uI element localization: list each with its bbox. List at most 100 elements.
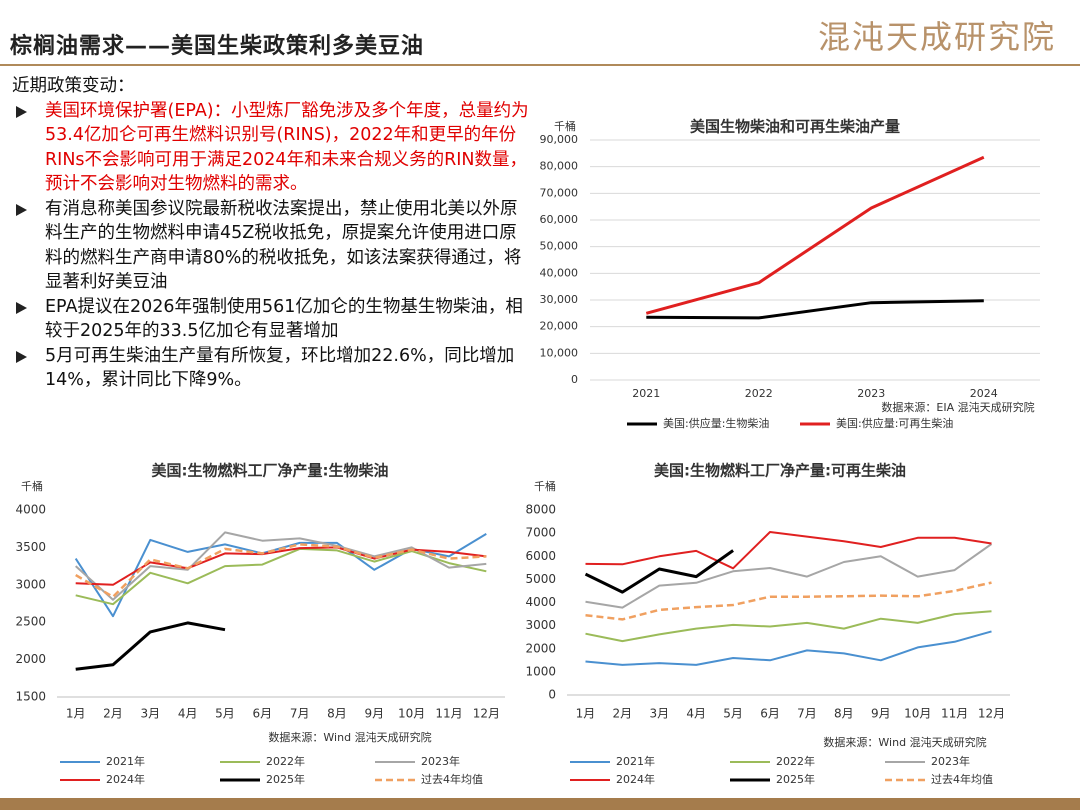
series-line [75, 543, 487, 599]
axis-unit: 千桶 [21, 479, 43, 493]
y-tick-label: 1000 [525, 664, 556, 678]
x-tick-label: 9月 [365, 707, 385, 721]
x-tick-label: 7月 [290, 707, 310, 721]
x-tick-label: 5月 [723, 707, 743, 721]
series-line [75, 547, 487, 606]
x-tick-label: 5月 [215, 707, 235, 721]
x-tick-label: 3月 [141, 707, 161, 721]
legend-label: 2021年 [616, 754, 655, 768]
series-line [585, 543, 993, 609]
y-tick-label: 4000 [525, 595, 556, 609]
x-tick-label: 12月 [473, 707, 500, 721]
x-tick-label: 12月 [978, 707, 1005, 721]
intro: 近期政策变动： [12, 76, 135, 96]
legend-label: 美国:供应量:可再生柴油 [836, 416, 953, 430]
y-tick-label: 40,000 [540, 266, 579, 279]
x-tick-label: 4月 [686, 707, 706, 721]
bullet: EPA提议在2026年强制使用561亿加仑的生物基生物柴油，相较于2025年的3… [12, 295, 532, 344]
bullet: 5月可再生柴油生产量有所恢复，环比增加22.6%，同比增加14%，累计同比下降9… [12, 344, 532, 393]
legend-label: 2022年 [266, 754, 305, 768]
logo: 混沌天成研究院 [817, 18, 1056, 56]
y-tick-label: 2000 [15, 652, 46, 666]
x-tick-label: 1月 [576, 707, 596, 721]
legend-label: 过去4年均值 [931, 772, 993, 786]
x-tick-label: 10月 [904, 707, 931, 721]
x-tick-label: 7月 [797, 707, 817, 721]
chart-title: 美国:生物燃料工厂净产量:可再生柴油 [654, 462, 906, 480]
x-tick-label: 8月 [834, 707, 854, 721]
chart-title: 美国生物柴油和可再生柴油产量 [690, 118, 900, 136]
x-tick-label: 10月 [398, 707, 425, 721]
series-line [585, 610, 992, 643]
y-tick-label: 80,000 [540, 160, 579, 173]
x-tick-label: 1月 [66, 707, 86, 721]
x-tick-label: 2021 [632, 387, 660, 400]
x-tick-label: 2月 [103, 707, 123, 721]
x-tick-label: 9月 [871, 707, 891, 721]
source-note: 数据来源：EIA 混沌天成研究院 [881, 400, 1034, 414]
y-tick-label: 2000 [525, 641, 556, 655]
y-tick-label: 1500 [15, 690, 46, 704]
legend-label: 2025年 [776, 772, 815, 786]
source-note: 数据来源：Wind 混沌天成研究院 [823, 735, 986, 749]
y-tick-label: 4000 [15, 503, 46, 517]
y-tick-label: 10,000 [540, 346, 579, 359]
source-note: 数据来源：Wind 混沌天成研究院 [268, 730, 431, 744]
series-line [75, 621, 226, 671]
legend-label: 2024年 [616, 772, 655, 786]
header-rule [0, 64, 1080, 66]
legend-label: 2025年 [266, 772, 305, 786]
series-line [646, 299, 984, 320]
series-line [74, 533, 487, 618]
x-tick-label: 6月 [253, 707, 273, 721]
chart-title: 美国:生物燃料工厂净产量:生物柴油 [152, 462, 389, 480]
series-line [75, 546, 487, 586]
footer-bar [0, 798, 1080, 810]
y-tick-label: 3500 [15, 540, 46, 554]
y-tick-label: 7000 [525, 526, 556, 540]
y-tick-label: 30,000 [540, 293, 579, 306]
legend-label: 过去4年均值 [421, 772, 483, 786]
series-line [585, 531, 992, 570]
y-tick-label: 8000 [525, 503, 556, 517]
legend-label: 2023年 [931, 754, 970, 768]
y-tick-label: 0 [548, 688, 556, 702]
y-tick-label: 6000 [525, 549, 556, 563]
text-block: 近期政策变动： 美国环境保护署(EPA)：小型炼厂豁免涉及多个年度，总量约为53… [12, 74, 532, 393]
legend-label: 2023年 [421, 754, 460, 768]
y-tick-label: 3000 [15, 577, 46, 591]
y-tick-label: 50,000 [540, 240, 579, 253]
y-tick-label: 20,000 [540, 320, 579, 333]
bullet: 有消息称美国参议院最新税收法案提出，禁止使用北美以外原料生产的生物燃料申请45Z… [12, 197, 532, 295]
series-line [645, 155, 985, 315]
x-tick-label: 2022 [745, 387, 773, 400]
legend-label: 2022年 [776, 754, 815, 768]
legend-label: 2024年 [106, 772, 145, 786]
legend-label: 美国:供应量:生物柴油 [663, 416, 769, 430]
y-tick-label: 5000 [525, 572, 556, 586]
axis-unit: 千桶 [534, 479, 556, 493]
x-tick-label: 8月 [327, 707, 347, 721]
y-tick-label: 90,000 [540, 133, 579, 146]
series-line [585, 581, 992, 621]
slide-title: 棕榈油需求——美国生柴政策利多美豆油 [10, 34, 425, 59]
x-tick-label: 2023 [857, 387, 885, 400]
x-tick-label: 2024 [970, 387, 998, 400]
x-tick-label: 11月 [941, 707, 968, 721]
bullet: 美国环境保护署(EPA)：小型炼厂豁免涉及多个年度，总量约为53.4亿加仑可再生… [12, 99, 532, 197]
x-tick-label: 6月 [760, 707, 780, 721]
x-tick-label: 3月 [649, 707, 669, 721]
y-tick-label: 70,000 [540, 186, 579, 199]
axis-unit: 千桶 [554, 119, 576, 133]
y-tick-label: 60,000 [540, 213, 579, 226]
y-tick-label: 0 [571, 373, 578, 386]
y-tick-label: 2500 [15, 615, 46, 629]
series-line [585, 630, 992, 666]
series-line [584, 549, 734, 594]
legend-label: 2021年 [106, 754, 145, 768]
x-tick-label: 2月 [613, 707, 633, 721]
y-tick-label: 3000 [525, 618, 556, 632]
x-tick-label: 4月 [178, 707, 198, 721]
